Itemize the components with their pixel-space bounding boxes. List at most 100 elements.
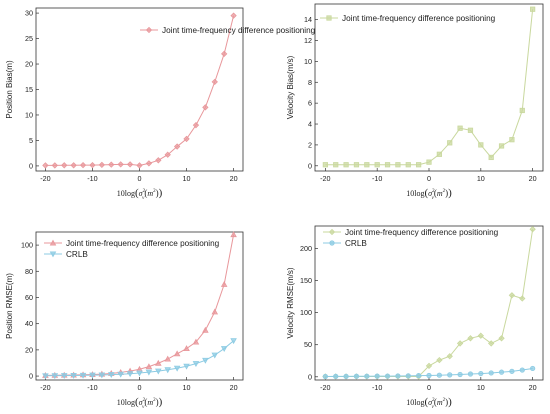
data-point xyxy=(530,365,536,372)
legend: Joint time-frequency difference position… xyxy=(140,26,316,35)
data-point xyxy=(395,373,401,379)
plot-frame xyxy=(314,225,544,381)
plot-frame xyxy=(314,3,544,172)
data-point xyxy=(322,373,328,380)
data-point xyxy=(519,367,525,373)
data-point xyxy=(529,226,536,233)
data-point xyxy=(183,363,190,370)
y-tick-label: 40 xyxy=(25,319,33,328)
data-point xyxy=(60,373,68,380)
y-tick-label: 100 xyxy=(21,241,33,250)
data-point xyxy=(164,367,172,374)
data-point xyxy=(498,369,505,375)
data-point xyxy=(447,372,453,378)
data-point xyxy=(436,151,442,157)
data-point xyxy=(136,162,143,169)
data-point xyxy=(79,161,87,169)
data-point xyxy=(220,280,228,287)
y-tick-label: 0 xyxy=(29,161,33,170)
data-point xyxy=(530,6,536,12)
legend-marker xyxy=(329,240,335,246)
series-2 xyxy=(42,338,237,380)
y-tick-label: 12 xyxy=(304,36,312,45)
legend: Joint time-frequency difference position… xyxy=(44,239,220,259)
data-point xyxy=(89,372,96,379)
data-point xyxy=(89,161,96,169)
data-point xyxy=(173,143,181,150)
y-tick-label: 10 xyxy=(304,57,312,66)
data-point xyxy=(508,292,516,299)
data-point xyxy=(353,162,360,168)
x-tick-label: 10 xyxy=(477,383,485,392)
series-1 xyxy=(322,6,536,168)
y-tick-label: 10 xyxy=(25,110,33,119)
x-tick-label: 20 xyxy=(230,383,238,392)
data-point xyxy=(202,104,209,111)
data-point xyxy=(136,370,143,377)
chart-2: -20 -10 0 10 20 0 2 4 6 8 10 12 14 Velocity Bias(m/s)… xyxy=(286,3,544,201)
data-point xyxy=(183,135,190,143)
y-tick-label: 20 xyxy=(25,345,33,354)
data-point xyxy=(98,161,106,169)
data-point xyxy=(405,162,411,168)
y-tick-label: 80 xyxy=(25,267,33,276)
data-point xyxy=(79,372,87,379)
data-point xyxy=(51,373,59,380)
x-tick-label: -20 xyxy=(40,174,50,183)
y-axis-label: Velocity RMSE(m/s) xyxy=(286,267,295,338)
y-axis-label: Position RMSE(m) xyxy=(5,273,14,339)
data-point xyxy=(145,369,153,376)
data-point xyxy=(220,346,228,352)
data-point xyxy=(126,371,134,378)
data-point xyxy=(478,142,484,148)
data-point xyxy=(447,140,453,146)
data-point xyxy=(183,345,190,352)
data-point xyxy=(416,373,422,379)
data-point xyxy=(467,371,474,377)
data-point xyxy=(230,231,237,238)
data-point xyxy=(211,352,219,359)
data-point xyxy=(436,356,443,364)
legend-label: Joint time-frequency difference position… xyxy=(342,14,496,23)
series-2 xyxy=(322,365,536,380)
x-tick-label: -10 xyxy=(372,383,382,392)
y-tick-label: 0 xyxy=(308,161,312,170)
data-point xyxy=(467,335,474,342)
data-point xyxy=(509,137,515,143)
y-tick-label: 0 xyxy=(29,372,33,381)
data-point xyxy=(364,373,370,379)
data-point xyxy=(333,373,339,380)
x-tick-label: 20 xyxy=(230,174,238,183)
data-point xyxy=(478,370,484,377)
x-tick-label: 0 xyxy=(427,174,431,183)
series-1 xyxy=(42,12,237,169)
data-point xyxy=(425,362,433,370)
data-point xyxy=(353,373,360,379)
data-point xyxy=(446,353,453,360)
x-axis-label: 10log(σ2 v(m2)) xyxy=(117,396,163,410)
data-point xyxy=(173,365,181,372)
data-point xyxy=(405,373,411,379)
data-point xyxy=(509,368,515,374)
series-line xyxy=(325,9,534,166)
data-point xyxy=(202,326,209,333)
y-tick-label: 200 xyxy=(300,244,312,253)
data-point xyxy=(164,355,172,362)
data-point xyxy=(436,372,442,378)
legend-marker xyxy=(49,251,57,258)
y-tick-label: 100 xyxy=(300,308,312,317)
legend: Joint time-frequency difference position… xyxy=(323,228,499,248)
x-tick-label: -10 xyxy=(87,383,97,392)
data-point xyxy=(98,372,106,379)
data-point xyxy=(488,154,494,161)
data-point xyxy=(173,350,181,357)
data-point xyxy=(519,295,526,302)
x-tick-label: 20 xyxy=(529,383,537,392)
x-axis-label: 10log(σ2 v(m2)) xyxy=(117,187,163,201)
x-axis-label: 10log(σ2 v(m2)) xyxy=(406,187,452,201)
data-point xyxy=(192,361,200,368)
y-tick-label: 25 xyxy=(25,34,33,43)
